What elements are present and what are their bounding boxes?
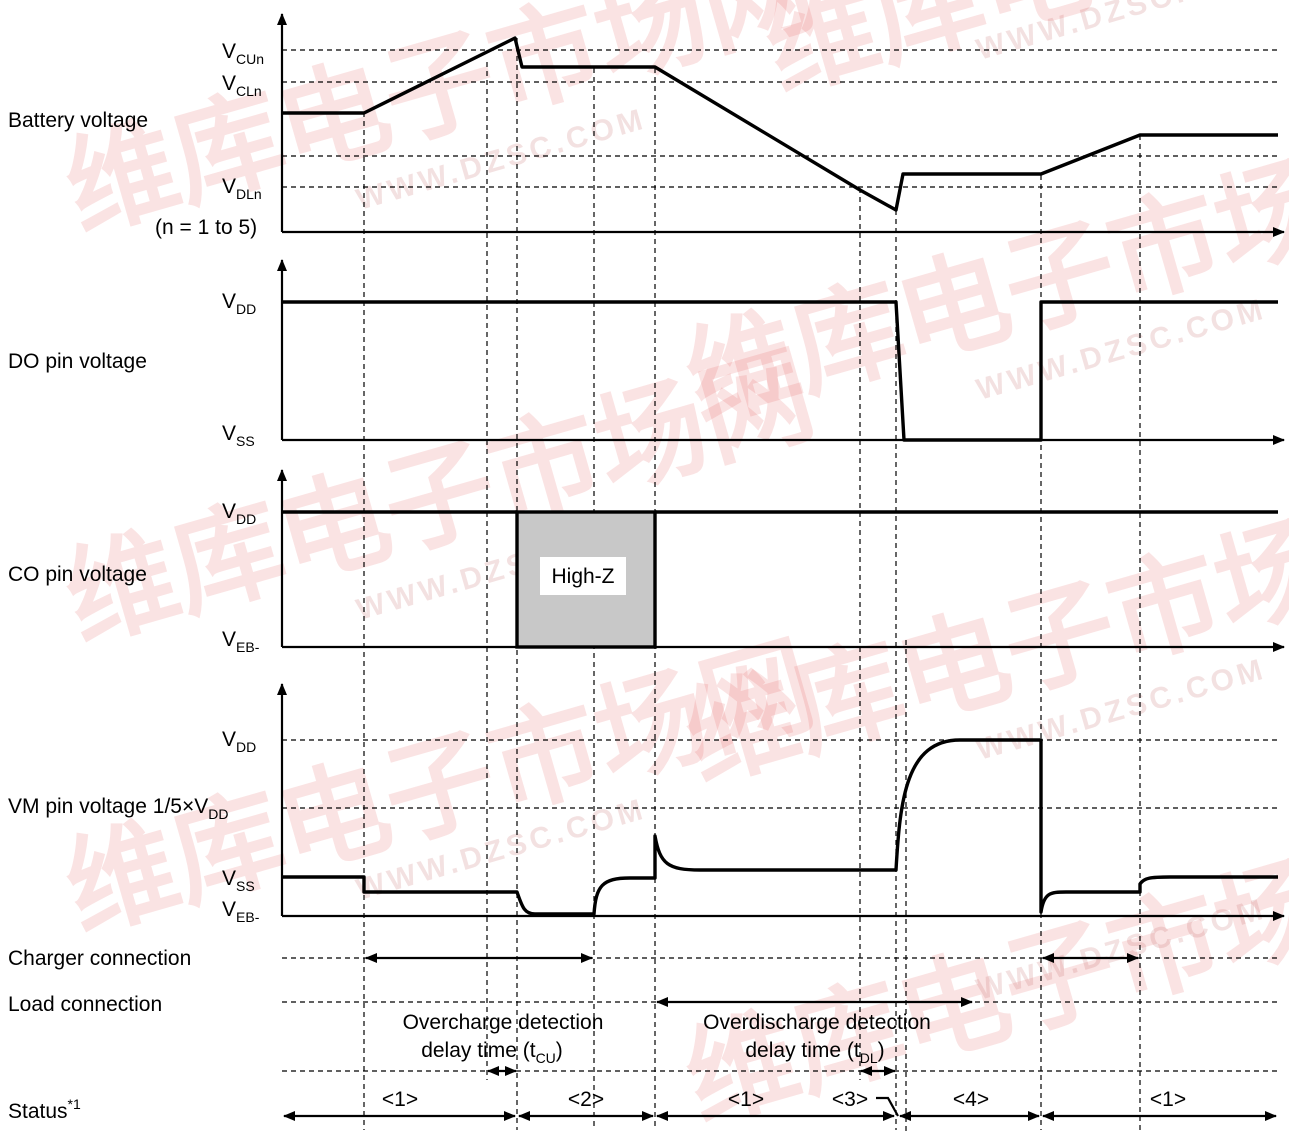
status-state-3: <1> [728, 1088, 764, 1111]
do-vdd-label: VDD [222, 290, 256, 317]
battery-voltage-waveform [282, 36, 1278, 212]
vm-vss-label: VSS [222, 867, 255, 894]
vm-vdd-label: VDD [222, 728, 256, 755]
vm-veb-label: VEB- [222, 898, 260, 925]
status-3-leader [876, 1096, 899, 1117]
high-z-label: High-Z [551, 565, 614, 588]
co-veb-label: VEB- [222, 628, 260, 655]
co-pin-label: CO pin voltage [8, 563, 147, 586]
overcharge-delay-line1: Overcharge detection [403, 1011, 604, 1034]
vdln-label: VDLn [222, 175, 262, 202]
overdischarge-delay-line2: delay time (tDL) [745, 1039, 884, 1066]
watermark-cjk-3: 维库电子市场网 [53, 333, 827, 663]
status-state-6: <1> [1150, 1088, 1186, 1111]
do-vss-label: VSS [222, 422, 255, 449]
status-state-1: <1> [382, 1088, 418, 1111]
status-state-5: <4> [953, 1088, 989, 1111]
high-z-label-bg [540, 557, 626, 595]
status-label: Status*1 [8, 1096, 81, 1123]
status-state-2: <2> [568, 1088, 604, 1111]
vm-panel: VM pin voltage 1/5×VDD VDD VSS VEB- [8, 683, 1285, 925]
watermark-cjk-7: 维库电子市场网 [753, 0, 1289, 113]
overdischarge-delay-line1: Overdischarge detection [703, 1011, 931, 1034]
overcharge-delay-line2: delay time (tCU) [421, 1039, 563, 1066]
co-vdd-label: VDD [222, 500, 256, 527]
connection-rows: Charger connection Load connection [8, 947, 1278, 1016]
watermark: 维库电子市场网 WWW.DZSC.COM 维库电子市场网 WWW.DZSC.CO… [53, 0, 1289, 1134]
battery-voltage-label: Battery voltage [8, 109, 148, 132]
status-state-4: <3> [832, 1088, 868, 1111]
charger-connection-label: Charger connection [8, 947, 191, 970]
vm-pin-waveform [282, 738, 1278, 916]
vcun-label: VCUn [222, 40, 264, 67]
vcln-label: VCLn [222, 72, 262, 99]
co-panel: High-Z CO pin voltage VDD VEB- [8, 469, 1285, 655]
battery-note: (n = 1 to 5) [155, 216, 257, 239]
load-connection-label: Load connection [8, 993, 162, 1016]
vm-pin-label: VM pin voltage 1/5×VDD [8, 795, 228, 822]
delay-rows: Overcharge detection delay time (tCU) Ov… [282, 1011, 1278, 1076]
status-row: Status*1 <1> <2> <1> <3> <4> <1> [8, 1088, 1277, 1123]
battery-panel: Battery voltage (n = 1 to 5) VCUn VCLn V… [8, 13, 1285, 239]
do-panel: DO pin voltage VDD VSS [8, 259, 1285, 449]
do-pin-label: DO pin voltage [8, 350, 147, 373]
do-pin-waveform [282, 300, 1278, 442]
